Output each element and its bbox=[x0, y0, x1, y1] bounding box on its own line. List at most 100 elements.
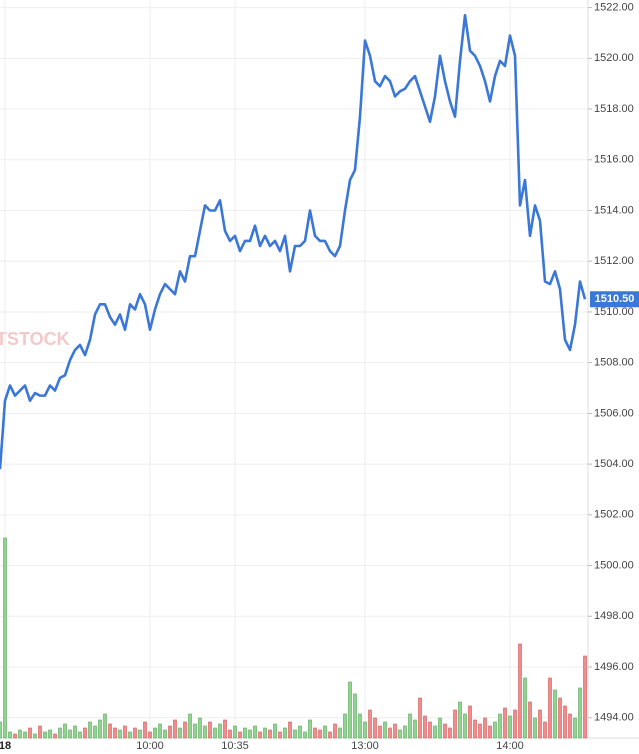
volume-bar bbox=[468, 705, 472, 739]
volume-bar bbox=[128, 731, 132, 739]
x-tick-label: 13:00 bbox=[351, 740, 379, 752]
volume-bar bbox=[123, 725, 127, 739]
volume-bar bbox=[578, 687, 582, 739]
volume-bar bbox=[548, 677, 552, 739]
volume-bar bbox=[248, 729, 252, 739]
volume-bar bbox=[488, 725, 492, 739]
y-tick-label: 1510.00 bbox=[594, 306, 634, 318]
x-tick-label: 18 bbox=[0, 740, 11, 752]
volume-bar bbox=[13, 733, 17, 739]
volume-bar bbox=[68, 729, 72, 739]
volume-bar bbox=[448, 727, 452, 739]
volume-bar bbox=[38, 725, 42, 739]
y-tick-label: 1498.00 bbox=[594, 610, 634, 622]
volume-bar bbox=[8, 731, 12, 739]
volume-bar bbox=[218, 723, 222, 739]
volume-bar bbox=[273, 723, 277, 739]
volume-bar bbox=[503, 707, 507, 739]
volume-bar bbox=[148, 731, 152, 739]
volume-bar bbox=[283, 727, 287, 739]
last-price-tag bbox=[590, 291, 639, 308]
price-line bbox=[0, 13, 587, 470]
volume-bar bbox=[508, 715, 512, 739]
volume-bar bbox=[483, 717, 487, 739]
volume-bar bbox=[398, 729, 402, 739]
volume-bar bbox=[3, 537, 7, 739]
volume-bar bbox=[333, 723, 337, 739]
volume-bar bbox=[63, 723, 67, 739]
volume-bar bbox=[103, 713, 107, 739]
volume-bar bbox=[358, 713, 362, 739]
volume-bar bbox=[293, 729, 297, 739]
volume-bar bbox=[173, 719, 177, 739]
volume-bar bbox=[53, 733, 57, 739]
volume-bar bbox=[198, 717, 202, 739]
volume-bar bbox=[458, 701, 462, 739]
volume-bar bbox=[513, 709, 517, 739]
y-tick-label: 1502.00 bbox=[594, 509, 634, 521]
y-tick-label: 1516.00 bbox=[594, 154, 634, 166]
volume-bar bbox=[193, 723, 197, 739]
volume-bar bbox=[233, 725, 237, 739]
volume-bar bbox=[543, 721, 547, 739]
volume-bar bbox=[118, 729, 122, 739]
volume-bar bbox=[88, 721, 92, 739]
volume-bar bbox=[393, 723, 397, 739]
y-tick-label: 1508.00 bbox=[594, 357, 634, 369]
volume-bar bbox=[443, 723, 447, 739]
volume-bar bbox=[413, 719, 417, 739]
volume-bar bbox=[338, 727, 342, 739]
y-tick-label: 1504.00 bbox=[594, 458, 634, 470]
volume-bar bbox=[188, 713, 192, 739]
volume-bar bbox=[473, 719, 477, 739]
y-tick-label: 1494.00 bbox=[594, 712, 634, 724]
y-tick-label: 1500.00 bbox=[594, 559, 634, 571]
volume-bar bbox=[463, 713, 467, 739]
volume-bar bbox=[408, 713, 412, 739]
y-tick-label: 1520.00 bbox=[594, 52, 634, 64]
volume-bar bbox=[493, 721, 497, 739]
volume-bar bbox=[383, 721, 387, 739]
volume-bar bbox=[583, 655, 587, 739]
x-tick-label: 14:00 bbox=[496, 740, 524, 752]
volume-bar bbox=[388, 727, 392, 739]
volume-bar bbox=[178, 727, 182, 739]
volume-bar bbox=[113, 727, 117, 739]
volume-bar bbox=[518, 643, 522, 739]
volume-bar bbox=[138, 729, 142, 739]
volume-bar bbox=[18, 729, 22, 739]
volume-bar bbox=[553, 689, 557, 739]
volume-bar bbox=[33, 733, 37, 739]
volume-bar bbox=[303, 731, 307, 739]
volume-bar bbox=[573, 717, 577, 739]
volume-bar bbox=[153, 727, 157, 739]
y-tick-label: 1496.00 bbox=[594, 661, 634, 673]
volume-bar bbox=[93, 725, 97, 739]
volume-bar bbox=[403, 725, 407, 739]
x-tick-label: 10:00 bbox=[136, 740, 164, 752]
volume-bar bbox=[213, 727, 217, 739]
volume-bar bbox=[538, 709, 542, 739]
volume-bar bbox=[43, 731, 47, 739]
volume-bar bbox=[253, 725, 257, 739]
volume-bar bbox=[278, 731, 282, 739]
y-tick-label: 1522.00 bbox=[594, 2, 634, 14]
volume-bar bbox=[158, 723, 162, 739]
y-tick-label: 1518.00 bbox=[594, 103, 634, 115]
volume-bar bbox=[498, 713, 502, 739]
volume-bar bbox=[98, 719, 102, 739]
volume-bar bbox=[268, 729, 272, 739]
volume-bar bbox=[83, 727, 87, 739]
volume-bar bbox=[143, 721, 147, 739]
volume-bar bbox=[203, 725, 207, 739]
volume-bar bbox=[168, 725, 172, 739]
volume-bar bbox=[208, 721, 212, 739]
volume-bar bbox=[433, 725, 437, 739]
volume-bar bbox=[558, 697, 562, 739]
volume-bar bbox=[308, 719, 312, 739]
volume-bar bbox=[223, 719, 227, 739]
volume-bar bbox=[528, 701, 532, 739]
volume-bar bbox=[163, 729, 167, 739]
volume-bar bbox=[28, 727, 32, 739]
